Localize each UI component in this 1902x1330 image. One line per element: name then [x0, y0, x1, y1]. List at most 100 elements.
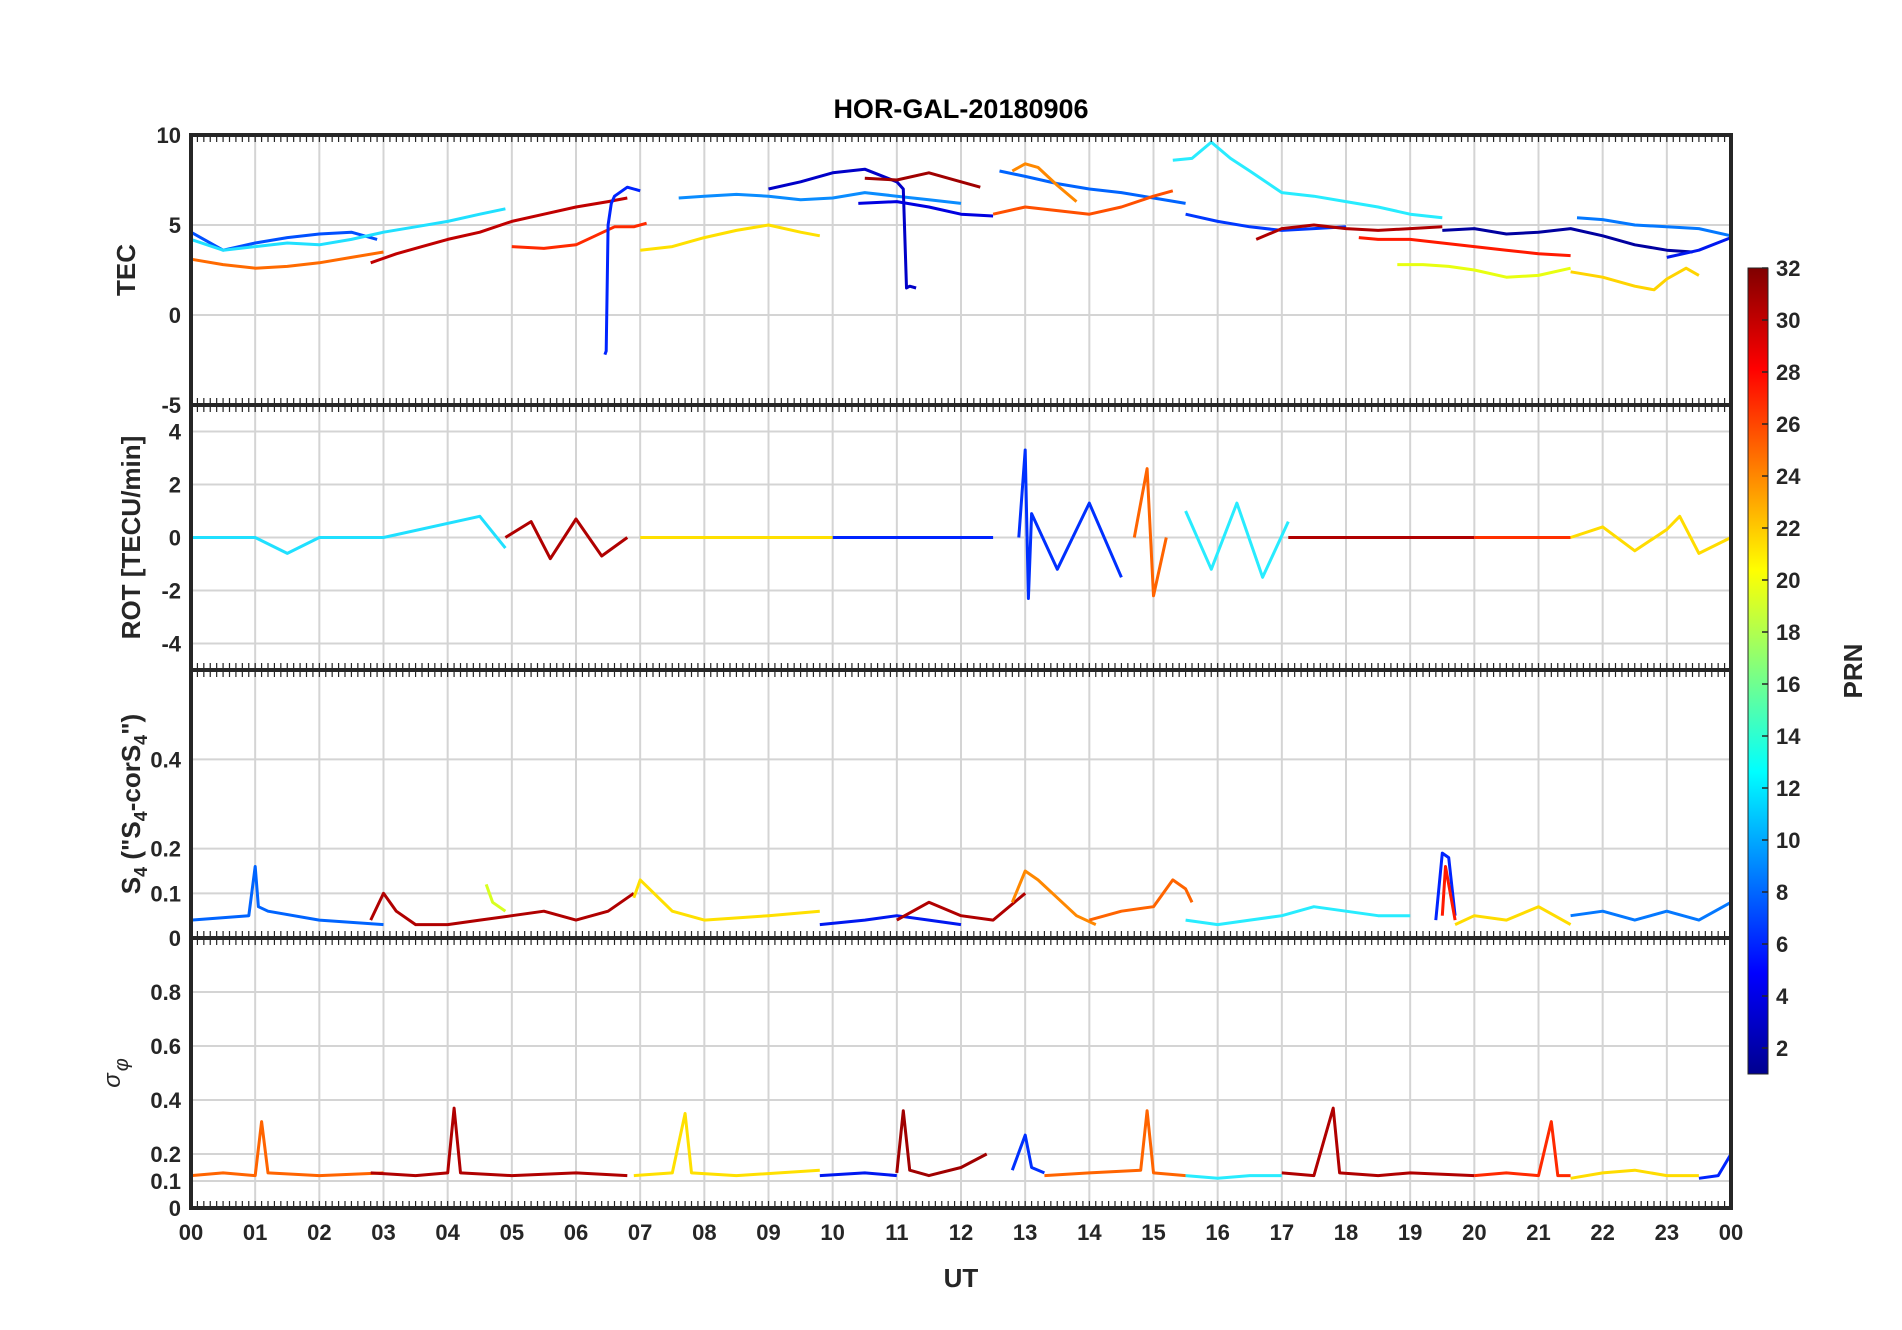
series-line-prn-24	[1010, 869, 1097, 926]
axes-frame	[189, 936, 1733, 1210]
series-line-prn-21	[1570, 266, 1700, 292]
series-line-prn-4	[819, 1171, 897, 1178]
series-line-prn-27	[1474, 1120, 1571, 1178]
y-tick-label: 0	[169, 303, 181, 328]
y-axis-label: ROT [TECU/min]	[116, 436, 146, 640]
series-line-prn-27	[511, 221, 648, 250]
series-line-prn-21	[632, 878, 820, 922]
series-line-prn-12	[191, 514, 507, 555]
series-line-prn-21	[1570, 1168, 1699, 1180]
y-tick-label: 0.2	[150, 1142, 181, 1167]
series-line-prn-8	[190, 865, 384, 927]
colorbar-tick-label: 10	[1776, 828, 1800, 853]
series-line-prn-13	[1184, 501, 1290, 579]
x-tick-label: 00	[179, 1220, 203, 1245]
series-line-prn-21	[1570, 514, 1732, 555]
x-tick-label: 05	[500, 1220, 524, 1245]
y-tick-label: -2	[161, 579, 181, 604]
series-line-prn-30	[369, 891, 635, 927]
series-line-prn-13	[1185, 905, 1411, 927]
series-line-prn-30	[370, 1106, 628, 1178]
series-line-prn-13	[1185, 1174, 1282, 1180]
series-line-prn-30	[864, 171, 981, 189]
series-line-prn-30	[370, 196, 628, 265]
colorbar-tick-label: 20	[1776, 568, 1800, 593]
x-tick-label: 03	[371, 1220, 395, 1245]
panel-tec: -5 0 5 10 TEC	[111, 123, 1733, 418]
panel-s4: 0 0.1 0.2 0.4S4 ("S4-corS4")	[116, 668, 1733, 951]
chart-title: HOR-GAL-20180906	[833, 94, 1088, 124]
y-tick-label: 0	[169, 1196, 181, 1221]
series-line-prn-4	[1666, 236, 1732, 259]
series-line-prn-30	[504, 517, 629, 561]
series-line-prn-24	[1011, 162, 1078, 203]
x-tick-label: 23	[1655, 1220, 1679, 1245]
x-tick-label: 04	[435, 1220, 460, 1245]
series-line-prn-25	[1088, 878, 1194, 922]
y-tick-label: 0.4	[150, 747, 181, 772]
x-tick-label: 15	[1141, 1220, 1165, 1245]
x-tick-label: 20	[1462, 1220, 1486, 1245]
y-axis-label: TEC	[111, 244, 141, 296]
x-tick-label: 12	[949, 1220, 973, 1245]
minor-ticks	[190, 405, 1732, 670]
series-line-prn-26	[992, 189, 1174, 216]
colorbar-tick-label: 24	[1776, 464, 1801, 489]
series-line-prn-25	[1044, 1109, 1186, 1178]
series-line-prn-5	[603, 185, 641, 356]
y-tick-label: -5	[161, 393, 181, 418]
series-group	[190, 851, 1732, 927]
y-tick-label: -4	[161, 632, 181, 657]
y-tick-label: 4	[169, 420, 182, 445]
x-tick-label: 16	[1205, 1220, 1229, 1245]
series-line-prn-5	[1698, 1153, 1733, 1180]
colorbar-label: PRN	[1838, 644, 1868, 699]
series-group	[191, 448, 1732, 600]
x-tick-label: 10	[820, 1220, 844, 1245]
y-tick-label: 0.8	[150, 980, 181, 1005]
series-line-prn-13	[1172, 140, 1443, 220]
series-line-prn-5	[1434, 851, 1457, 921]
series-line-prn-5	[1010, 1133, 1045, 1175]
series-line-prn-30	[896, 892, 1027, 922]
y-tick-label: 0.1	[150, 881, 181, 906]
series-line-prn-4	[819, 914, 962, 927]
y-tick-label: 2	[169, 473, 181, 498]
series-line-prn-31	[1255, 223, 1443, 241]
series-line-prn-30	[895, 1109, 988, 1178]
colorbar-tick-label: 6	[1776, 932, 1788, 957]
colorbar-tick-label: 26	[1776, 412, 1800, 437]
series-group	[190, 1106, 1733, 1180]
x-tick-label: 18	[1334, 1220, 1358, 1245]
colorbar-gradient	[1747, 267, 1769, 1075]
y-tick-label: 0.6	[150, 1034, 181, 1059]
series-line-prn-19	[484, 883, 507, 913]
y-tick-label: 5	[169, 213, 181, 238]
y-tick-label: 0.2	[150, 837, 181, 862]
series-line-prn-30	[1281, 1106, 1475, 1178]
y-tick-label: 0	[169, 926, 181, 951]
x-axis: 00 01 02 03 04 05 06 07 08 09 10 11 12 13 14 15 16 17 18 19…	[179, 1220, 1743, 1245]
series-line-prn-25	[190, 250, 384, 270]
colorbar-tick-label: 16	[1776, 672, 1800, 697]
x-tick-label: 07	[628, 1220, 652, 1245]
series-line-prn-8	[999, 169, 1186, 205]
y-tick-label: 10	[157, 123, 181, 148]
x-tick-label: 11	[885, 1220, 908, 1245]
y-tick-label: 0	[169, 526, 181, 551]
panels: -5 0 5 10 TEC -4 -2 0 2 4 ROT [TECU/min] 0 0.1 0.2 0.4…	[99, 123, 1733, 1221]
x-tick-label: 22	[1590, 1220, 1614, 1245]
colorbar-tick-label: 22	[1776, 516, 1800, 541]
y-axis-label: S4 ("S4-corS4")	[116, 714, 151, 894]
panel-sigma_phi: 00.10.2 0.4 0.6 0.8 σφ	[99, 936, 1733, 1221]
y-tick-label: 0.4	[150, 1088, 181, 1113]
colorbar-tick-label: 4	[1776, 984, 1789, 1009]
series-line-prn-12	[190, 207, 506, 252]
series-line-prn-9	[1570, 900, 1732, 922]
colorbar-tick-label: 12	[1776, 776, 1800, 801]
colorbar-tick-label: 14	[1776, 724, 1801, 749]
series-line-prn-25	[1132, 467, 1168, 598]
series-line-prn-28	[1440, 865, 1457, 921]
